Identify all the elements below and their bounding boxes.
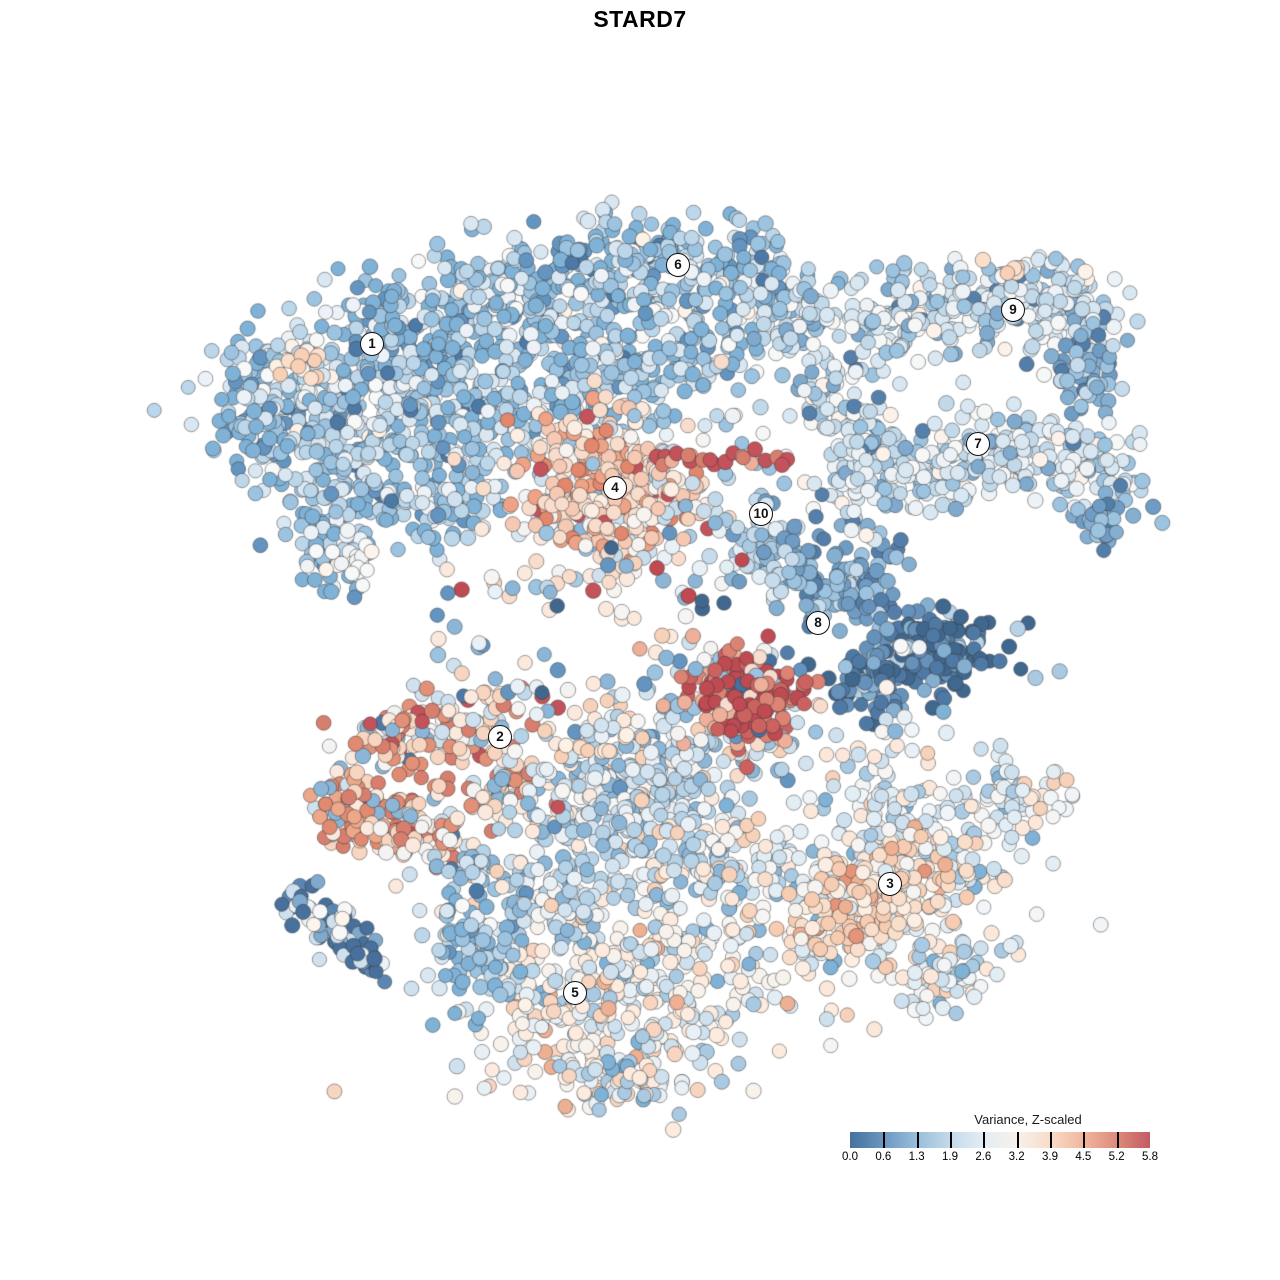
colorbar-tick-mark — [950, 1132, 952, 1148]
colorbar-legend: Variance, Z-scaled 0.0 0.6 1.3 1.9 2.6 3.2 3.9… — [842, 1112, 1158, 1167]
colorbar-tick-label: 3.2 — [1008, 1151, 1025, 1163]
colorbar-tick-mark — [1016, 1132, 1019, 1148]
colorbar-tick-label: 0.0 — [842, 1151, 858, 1163]
colorbar-tick-label: 2.6 — [975, 1151, 992, 1163]
colorbar-tick-label: 0.6 — [875, 1151, 892, 1163]
colorbar-tick-label: 5.2 — [1108, 1151, 1125, 1163]
colorbar-tick-mark — [916, 1132, 919, 1148]
colorbar-tick-mark — [1083, 1132, 1086, 1148]
colorbar-tick-mark — [883, 1132, 886, 1148]
colorbar-tick-label: 3.9 — [1042, 1151, 1058, 1163]
colorbar-tick-label: 4.5 — [1075, 1151, 1092, 1163]
colorbar-tick-label: 1.9 — [942, 1151, 958, 1163]
colorbar-tick-label: 5.8 — [1142, 1151, 1158, 1163]
legend-title: Variance, Z-scaled — [974, 1112, 1082, 1127]
colorbar-tick-label: 1.3 — [908, 1151, 925, 1163]
colorbar — [850, 1132, 1150, 1148]
colorbar-tick-labels: 0.0 0.6 1.3 1.9 2.6 3.2 3.9 4.5 5.2 5.8 — [842, 1151, 1158, 1167]
colorbar-tick-mark — [1050, 1132, 1052, 1148]
colorbar-tick-mark — [983, 1132, 986, 1148]
colorbar-tick-mark — [1116, 1132, 1119, 1148]
